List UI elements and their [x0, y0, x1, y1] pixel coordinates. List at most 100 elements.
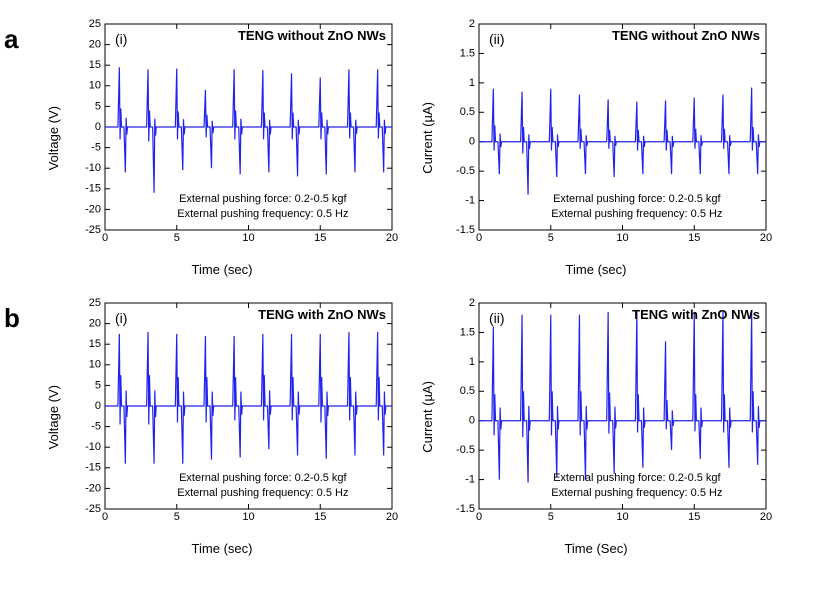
x-axis-label: Time (sec)	[566, 262, 627, 277]
svg-text:20: 20	[386, 511, 398, 523]
svg-text:20: 20	[386, 232, 398, 244]
svg-text:-10: -10	[85, 441, 101, 453]
svg-text:0: 0	[469, 415, 475, 427]
svg-text:-5: -5	[91, 142, 101, 154]
panel-sub-label: (i)	[115, 310, 127, 326]
svg-text:10: 10	[89, 359, 101, 371]
svg-text:0: 0	[469, 136, 475, 148]
svg-text:0.5: 0.5	[460, 385, 475, 397]
chart-plot: -1.5-1-0.500.511.5205101520(ii)TENG with…	[437, 297, 772, 537]
svg-text:10: 10	[89, 80, 101, 92]
svg-text:0: 0	[95, 121, 101, 133]
panel-caption: External pushing force: 0.2-0.5 kgf	[553, 472, 721, 484]
svg-text:1: 1	[469, 77, 475, 89]
figure-row: bVoltage (V)-25-20-15-10-505101520250510…	[4, 297, 817, 556]
y-axis-label: Voltage (V)	[46, 106, 61, 170]
svg-text:5: 5	[95, 379, 101, 391]
svg-text:5: 5	[548, 511, 554, 523]
plot-wrap: Current (µA)-1.5-1-0.500.511.5205101520(…	[420, 18, 772, 258]
panel-sub-label: (i)	[115, 31, 127, 47]
row-label: a	[4, 18, 38, 55]
svg-text:15: 15	[688, 232, 700, 244]
data-series	[105, 67, 392, 193]
svg-text:10: 10	[616, 511, 628, 523]
panel: Voltage (V) -25 -20 -15 -10 -5 0 5 10 15 20 25 0 5 10 1…	[46, 18, 398, 277]
figure-row: aVoltage (V)-25-20-15-10-505101520250510…	[4, 18, 817, 277]
svg-text:20: 20	[89, 318, 101, 330]
svg-text:-10: -10	[85, 162, 101, 174]
svg-text:-25: -25	[85, 503, 101, 515]
svg-text:1.5: 1.5	[460, 326, 475, 338]
y-axis-label: Current (µA)	[420, 102, 435, 174]
data-series	[105, 332, 392, 464]
svg-text:-1: -1	[465, 473, 475, 485]
svg-text:1.5: 1.5	[460, 47, 475, 59]
panel-title: TENG without ZnO NWs	[612, 28, 760, 43]
panel-caption: External pushing frequency: 0.5 Hz	[551, 487, 722, 499]
svg-text:2: 2	[469, 18, 475, 30]
y-axis-label: Voltage (V)	[46, 385, 61, 449]
svg-text:0.5: 0.5	[460, 106, 475, 118]
svg-text:-20: -20	[85, 203, 101, 215]
svg-text:15: 15	[89, 59, 101, 71]
plot-wrap: Voltage (V) -25 -20 -15 -10 -5 0 5 10 15 20 25 0 5 10 1…	[46, 18, 398, 258]
panel-caption: External pushing frequency: 0.5 Hz	[177, 208, 348, 220]
svg-text:20: 20	[760, 232, 772, 244]
panel: Current (µA)-1.5-1-0.500.511.5205101520(…	[420, 297, 772, 556]
panel-title: TENG with ZnO NWs	[632, 307, 760, 322]
panel-caption: External pushing force: 0.2-0.5 kgf	[179, 193, 347, 205]
svg-text:20: 20	[89, 39, 101, 51]
panel: Current (µA)-1.5-1-0.500.511.5205101520(…	[420, 18, 772, 277]
svg-text:10: 10	[242, 511, 254, 523]
svg-text:-0.5: -0.5	[456, 165, 475, 177]
svg-text:5: 5	[174, 511, 180, 523]
svg-text:0: 0	[476, 232, 482, 244]
panel-caption: External pushing frequency: 0.5 Hz	[177, 487, 348, 499]
x-axis-label: Time (sec)	[192, 541, 253, 556]
svg-text:-20: -20	[85, 482, 101, 494]
y-axis-label: Current (µA)	[420, 381, 435, 453]
chart-plot: -1.5-1-0.500.511.5205101520(ii)TENG with…	[437, 18, 772, 258]
panel-title: TENG without ZnO NWs	[238, 28, 386, 43]
svg-text:0: 0	[102, 511, 108, 523]
panel-caption: External pushing frequency: 0.5 Hz	[551, 208, 722, 220]
x-axis-label: Time (Sec)	[564, 541, 627, 556]
data-series	[479, 312, 766, 483]
x-axis-label: Time (sec)	[192, 262, 253, 277]
plot-wrap: Voltage (V)-25-20-15-10-5051015202505101…	[46, 297, 398, 537]
panel-caption: External pushing force: 0.2-0.5 kgf	[553, 193, 721, 205]
panels-container: Voltage (V)-25-20-15-10-5051015202505101…	[46, 18, 817, 277]
svg-text:2: 2	[469, 297, 475, 309]
svg-text:15: 15	[314, 232, 326, 244]
svg-text:-0.5: -0.5	[456, 444, 475, 456]
data-series	[479, 88, 766, 195]
svg-text:25: 25	[89, 18, 101, 30]
svg-text:-15: -15	[85, 462, 101, 474]
plot-wrap: Current (µA)-1.5-1-0.500.511.5205101520(…	[420, 297, 772, 537]
svg-text:15: 15	[688, 511, 700, 523]
svg-text:10: 10	[616, 232, 628, 244]
figure: aVoltage (V)-25-20-15-10-505101520250510…	[4, 18, 817, 556]
svg-text:5: 5	[548, 232, 554, 244]
panel-sub-label: (ii)	[489, 310, 505, 326]
svg-text:5: 5	[95, 100, 101, 112]
panel-title: TENG with ZnO NWs	[258, 307, 386, 322]
svg-text:-15: -15	[85, 183, 101, 195]
svg-text:-1: -1	[465, 194, 475, 206]
svg-text:0: 0	[95, 400, 101, 412]
chart-plot: -25 -20 -15 -10 -5 0 5 10 15 20 25 0 5 10 15 20 (i) TENG …	[63, 18, 398, 258]
svg-text:25: 25	[89, 297, 101, 309]
svg-text:-25: -25	[85, 224, 101, 236]
panels-container: Voltage (V)-25-20-15-10-5051015202505101…	[46, 297, 817, 556]
svg-text:-1.5: -1.5	[456, 224, 475, 236]
svg-text:5: 5	[174, 232, 180, 244]
svg-text:-5: -5	[91, 421, 101, 433]
svg-text:10: 10	[242, 232, 254, 244]
panel-sub-label: (ii)	[489, 31, 505, 47]
chart-plot: -25-20-15-10-5051015202505101520(i)TENG …	[63, 297, 398, 537]
svg-text:1: 1	[469, 356, 475, 368]
svg-text:15: 15	[314, 511, 326, 523]
panel: Voltage (V)-25-20-15-10-5051015202505101…	[46, 297, 398, 556]
svg-text:0: 0	[102, 232, 108, 244]
row-label: b	[4, 297, 38, 334]
